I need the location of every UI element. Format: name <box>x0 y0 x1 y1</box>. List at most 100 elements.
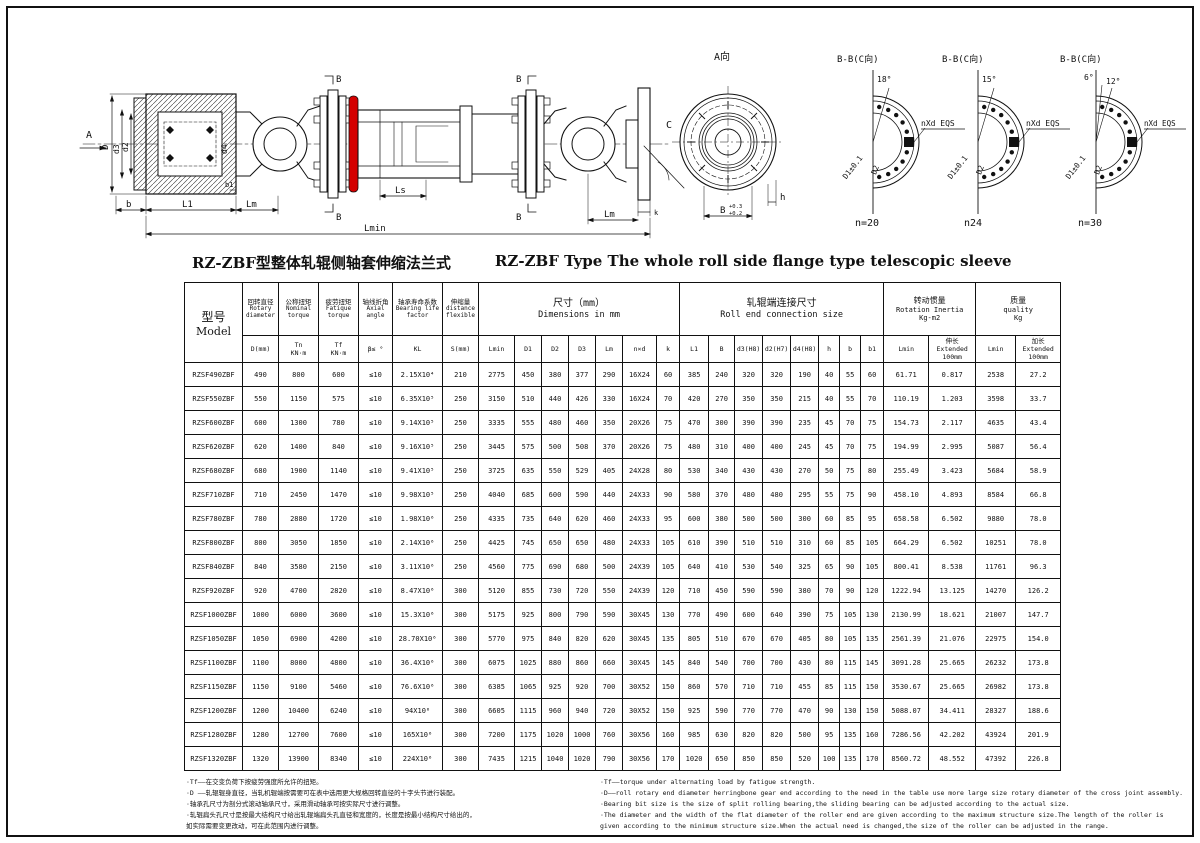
cell-value: 1222.94 <box>883 578 930 603</box>
cell-value: 60 <box>818 530 841 555</box>
bearing-symbols <box>166 126 214 162</box>
cell-value: 3725 <box>478 458 515 483</box>
cell-value: 1320 <box>242 746 279 771</box>
cell-value: 160 <box>655 722 681 747</box>
cell-value: 790 <box>568 602 596 627</box>
cell-value: 455 <box>790 674 820 699</box>
cell-value: 6605 <box>478 698 515 723</box>
dim-d2: d2 <box>121 142 130 152</box>
cell-value: 300 <box>790 506 820 531</box>
cell-value: 3.423 <box>928 458 977 483</box>
sym-Tn: Tn KN·m <box>278 335 319 363</box>
cell-value: 300 <box>442 674 479 699</box>
cell-value: 105 <box>839 602 862 627</box>
sym-d2H7: d2(H7) <box>762 335 792 363</box>
cell-value: 75 <box>655 410 681 435</box>
cell-value: 5120 <box>478 578 515 603</box>
sym-Q-lmin: Lmin <box>975 335 1017 363</box>
cell-value: 7435 <box>478 746 515 771</box>
angle-label: 6° <box>1084 73 1094 82</box>
table-row: RZSF550ZBF 550 1150 575 ≤10 6.35X10⁵ 250 3150 51… <box>184 386 1062 411</box>
cell-value: 80 <box>818 650 841 675</box>
cell-value: 1200 <box>242 698 279 723</box>
cell-value: 540 <box>762 554 792 579</box>
cell-value: 640 <box>679 554 710 579</box>
cell-value: 1280 <box>242 722 279 747</box>
cell-value: 8560.72 <box>883 746 930 771</box>
cell-model: RZSF620ZBF <box>184 434 243 459</box>
cell-value: 405 <box>790 626 820 651</box>
cell-value: 310 <box>790 530 820 555</box>
cell-value: 30X52 <box>622 698 657 723</box>
cell-value: 480 <box>595 530 623 555</box>
dim-D2: D2 <box>1092 164 1104 176</box>
cell-value: 4200 <box>318 626 359 651</box>
col-flex-distance: 伸缩量 distance flexible <box>442 282 479 336</box>
cell-value: 510 <box>708 626 736 651</box>
cell-value: 500 <box>595 554 623 579</box>
table-row: RZSF780ZBF 780 2880 1720 ≤10 1.98X10⁶ 250 4335 7… <box>184 506 1062 531</box>
sym-D1: D1 <box>514 335 542 363</box>
cell-value: 710 <box>734 674 764 699</box>
note-line: ·The diameter and the width of the flat … <box>600 811 1164 820</box>
dim-B-tol-bot: +0.2 <box>729 211 742 217</box>
cell-value: 735 <box>514 506 542 531</box>
cell-value: ≤10 <box>358 626 393 651</box>
sym-L1: L1 <box>679 335 710 363</box>
sym-b1: b1 <box>860 335 885 363</box>
table-body: RZSF490ZBF 490 800 600 ≤10 2.15X10⁴ 210 2775 450… <box>184 362 1062 771</box>
cell-value: 300 <box>442 626 479 651</box>
dim-h: h <box>780 193 785 203</box>
cell-value: ≤10 <box>358 674 393 699</box>
cell-value: 3530.67 <box>883 674 930 699</box>
cell-value: 80 <box>818 626 841 651</box>
cell-value: 925 <box>679 698 710 723</box>
cell-value: 575 <box>318 386 359 411</box>
cell-value: 800.41 <box>883 554 930 579</box>
cell-value: 680 <box>242 458 279 483</box>
cell-value: 24X39 <box>622 554 657 579</box>
cell-value: 620 <box>595 626 623 651</box>
sym-d4H8: d4(H8) <box>790 335 820 363</box>
note-line: ·D——roll rotary end diameter herringbone… <box>600 789 1184 798</box>
cell-value: 840 <box>541 626 569 651</box>
cell-value: 350 <box>734 386 764 411</box>
cell-value: 770 <box>679 602 710 627</box>
cell-value: 985 <box>679 722 710 747</box>
cell-value: 9100 <box>278 674 319 699</box>
cell-value: 126.2 <box>1015 578 1062 603</box>
cell-value: 3.11X10⁶ <box>392 554 443 579</box>
cell-value: 350 <box>595 410 623 435</box>
cell-value: 300 <box>442 650 479 675</box>
cell-value: 1150 <box>242 674 279 699</box>
cell-value: 9.16X10⁵ <box>392 434 443 459</box>
cell-value: 600 <box>242 410 279 435</box>
cell-value: 36.4X10⁶ <box>392 650 443 675</box>
d3-highlight-ring <box>348 95 359 193</box>
cell-value: ≤10 <box>358 362 393 387</box>
cell-value: 42.202 <box>928 722 977 747</box>
cell-value: 28.70X10⁶ <box>392 626 443 651</box>
cell-value: 10400 <box>278 698 319 723</box>
cell-value: 440 <box>595 482 623 507</box>
col-fatigue-torque: 疲劳扭矩 Fatique torque <box>318 282 359 336</box>
table-row: RZSF490ZBF 490 800 600 ≤10 2.15X10⁴ 210 2775 450… <box>184 362 1062 387</box>
cell-value: 270 <box>790 458 820 483</box>
note-line: given according to the minimum structure… <box>600 822 1109 831</box>
sym-J-lmin: Lmin <box>883 335 930 363</box>
cell-model: RZSF1000ZBF <box>184 602 243 627</box>
dim-b: b <box>126 200 131 210</box>
cell-value: 30X45 <box>622 626 657 651</box>
bb-title: B-B(C向) <box>1060 53 1102 65</box>
cell-value: 730 <box>541 578 569 603</box>
sym-KL: KL <box>392 335 443 363</box>
cell-value: 40 <box>818 362 841 387</box>
cell-value: 790 <box>595 746 623 771</box>
cell-value: 56.4 <box>1015 434 1062 459</box>
col-bearing-life: 轴承寿命系数 Bearing life factor <box>392 282 443 336</box>
cell-value: 590 <box>734 578 764 603</box>
table-row: RZSF1050ZBF 1050 6900 4200 ≤10 28.70X10⁶ 300 57… <box>184 626 1062 651</box>
cell-value: 0.817 <box>928 362 977 387</box>
cell-value: 90 <box>818 698 841 723</box>
